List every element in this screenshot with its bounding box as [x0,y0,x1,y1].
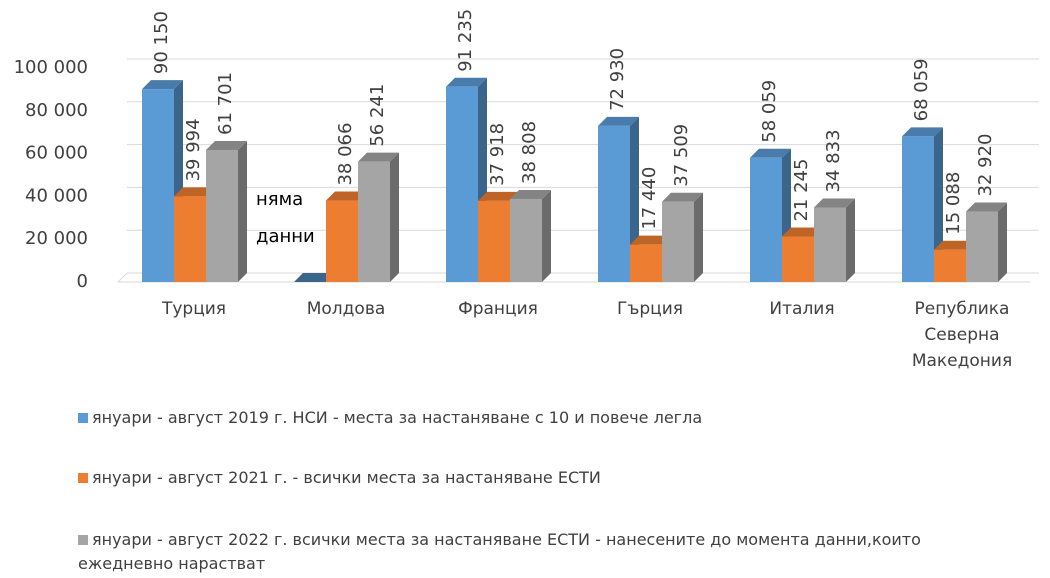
data-label: 38 066 [335,123,356,186]
data-label: 38 808 [519,121,540,184]
data-label: 37 509 [671,124,692,187]
data-label: 58 059 [759,80,780,143]
legend-swatch [78,473,88,483]
bar-top [358,152,399,162]
data-label: 61 701 [215,72,236,135]
data-label: 15 088 [943,172,964,235]
floor [117,272,1039,283]
bar-top [966,202,1007,212]
bar-side [998,202,1007,282]
bar [966,211,998,282]
y-tick-label: 20 000 [25,228,88,249]
legend-entry: януари - август 2022 г. всички места за … [78,528,1008,576]
x-tick-label: Молдова [306,299,386,319]
bar-top [446,77,487,87]
annotation: няма данни [256,189,315,247]
data-label: 34 833 [823,129,844,192]
bar-side [846,198,855,282]
bar [750,157,782,282]
bar-top [630,235,671,245]
bar-top [326,191,367,201]
y-tick-label: 100 000 [14,57,88,78]
legend-label: януари - август 2022 г. всички места за … [78,530,921,573]
data-label: 56 241 [367,84,388,147]
x-tick-label: Италия [769,299,835,319]
legend-swatch [78,535,88,545]
bar [902,136,934,282]
bar-top [510,189,551,199]
bar-top [478,191,519,201]
data-label: 68 059 [911,58,932,121]
x-tick-label: Гърция [616,299,684,319]
x-tick-label: Франция [458,299,538,319]
data-label: 91 235 [455,9,476,72]
data-label: 90 150 [151,11,172,74]
bar [326,200,358,282]
bar [814,207,846,282]
data-label: 39 994 [183,118,204,181]
data-label: 17 440 [639,167,660,230]
bar-top [142,80,183,90]
bar-top [206,140,247,150]
bar-top [902,127,943,137]
x-tick-label: Република Северна Македония [911,299,1013,371]
legend-label: януари - август 2019 г. НСИ - места за н… [92,408,703,427]
legend-swatch [78,413,88,423]
bar [206,149,238,282]
bar [478,200,510,282]
bar-top [750,148,791,158]
bar [934,249,966,282]
bar [662,201,694,282]
data-label: 72 930 [607,48,628,111]
bar-top [782,227,823,237]
bar-top [662,192,703,202]
bar [782,236,814,282]
y-tick-label: 0 [77,271,88,292]
bar [630,244,662,282]
bar [598,125,630,282]
data-label: 37 918 [487,123,508,186]
bar-side [694,192,703,282]
y-tick-label: 60 000 [25,143,88,164]
legend-entry: януари - август 2019 г. НСИ - места за н… [78,406,1008,430]
bar-side [390,152,399,282]
bar-top [174,187,215,197]
bar [446,86,478,282]
legend-entry: януари - август 2021 г. - всички места з… [78,466,1008,490]
bar [358,161,390,282]
y-tick-label: 80 000 [25,100,88,121]
bar-side [542,189,551,282]
bar-top [934,240,975,250]
bar-top [598,116,639,126]
y-tick-label: 40 000 [25,185,88,206]
bar-top [814,198,855,208]
data-label: 21 245 [791,159,812,222]
legend-label: януари - август 2021 г. - всички места з… [92,468,601,487]
bar [174,196,206,282]
bar [510,198,542,282]
bar [142,89,174,282]
bar-empty [294,273,335,282]
bar-side [238,140,247,282]
data-label: 32 920 [975,134,996,197]
x-tick-label: Турция [161,299,227,319]
